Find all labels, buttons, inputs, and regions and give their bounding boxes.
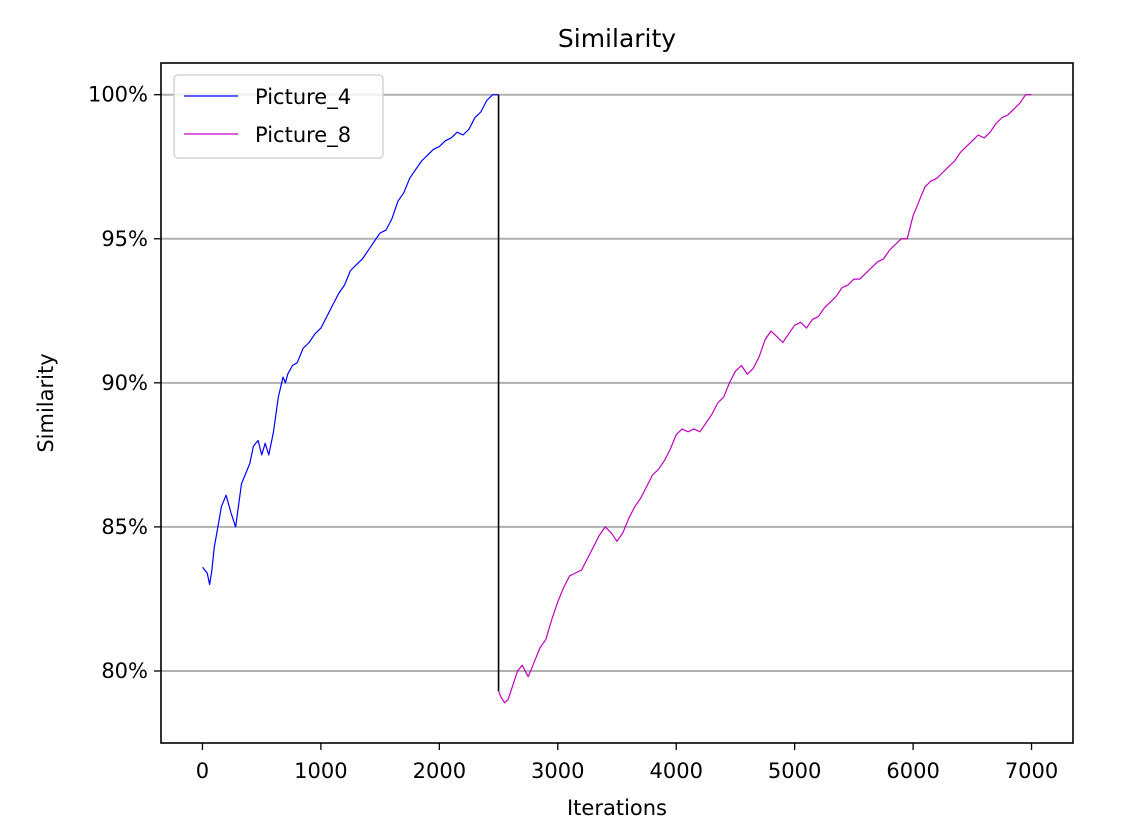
x-tick-label: 5000	[768, 759, 821, 783]
chart-title: Similarity	[558, 24, 676, 53]
y-tick-label: 90%	[101, 371, 148, 395]
y-tick-label: 80%	[101, 659, 148, 683]
x-tick-label: 1000	[294, 759, 347, 783]
x-axis-ticks: 0 1000 2000 3000 4000 5000 6000 7000	[196, 743, 1058, 783]
x-tick-label: 7000	[1005, 759, 1058, 783]
x-tick-label: 6000	[886, 759, 939, 783]
series-line-picture-8	[498, 94, 1032, 704]
y-axis-ticks: 80% 85% 90% 95% 100%	[88, 83, 161, 683]
series-line-picture-4	[202, 94, 499, 586]
x-tick-label: 3000	[531, 759, 584, 783]
x-tick-label: 0	[196, 759, 209, 783]
x-tick-label: 2000	[413, 759, 466, 783]
legend-label-picture-4: Picture_4	[255, 85, 351, 110]
plot-frame	[160, 62, 1074, 744]
y-axis-label: Similarity	[34, 353, 58, 452]
y-tick-label: 85%	[101, 515, 148, 539]
y-tick-label: 100%	[88, 83, 148, 107]
x-axis-label: Iterations	[567, 796, 667, 820]
y-tick-label: 95%	[101, 227, 148, 251]
legend-label-picture-8: Picture_8	[255, 123, 351, 148]
series-lines	[202, 94, 1032, 704]
x-tick-label: 4000	[649, 759, 702, 783]
legend: Picture_4 Picture_8	[173, 74, 384, 159]
